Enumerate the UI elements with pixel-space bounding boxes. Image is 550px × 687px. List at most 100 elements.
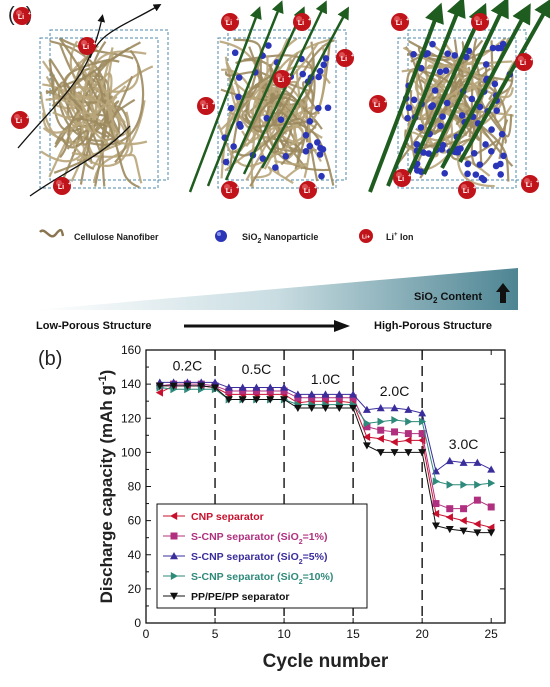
x-tick-label: 5 <box>212 627 219 641</box>
data-point <box>169 382 178 390</box>
data-point <box>460 505 468 513</box>
data-point <box>445 525 454 534</box>
data-point <box>238 383 247 391</box>
data-point <box>459 527 468 535</box>
data-point <box>432 500 440 508</box>
high-porous-label: High-Porous Structure <box>374 320 492 332</box>
li-ion-marker: Li + <box>299 181 317 199</box>
svg-text:+: + <box>26 115 29 121</box>
x-tick-label: 10 <box>277 627 291 641</box>
y-tick-label: 20 <box>128 582 142 596</box>
data-point <box>266 396 275 404</box>
svg-text:+: + <box>530 57 533 63</box>
cube-low <box>17 4 169 197</box>
x-tick-label: 25 <box>485 627 499 641</box>
svg-text:Li: Li <box>520 60 526 67</box>
data-point <box>404 405 413 413</box>
svg-text:Li: Li <box>58 184 64 191</box>
data-point <box>307 404 316 413</box>
data-point <box>418 449 427 457</box>
data-point <box>362 405 371 413</box>
svg-text:+: + <box>308 17 311 23</box>
data-point <box>266 383 275 391</box>
data-point <box>280 383 289 391</box>
svg-text:Li: Li <box>226 188 232 195</box>
x-tick-label: 0 <box>143 627 150 641</box>
data-point <box>238 396 247 404</box>
data-point <box>211 378 220 386</box>
li-ion-marker: Li + <box>391 13 409 31</box>
data-point <box>321 390 330 398</box>
y-tick-label: 120 <box>121 411 141 425</box>
li-ion-marker: Li + <box>11 111 29 129</box>
data-point <box>404 430 412 438</box>
svg-text:Li: Li <box>202 104 208 111</box>
svg-text:+: + <box>68 181 71 187</box>
low-porous-label: Low-Porous Structure <box>36 320 152 332</box>
data-point <box>293 404 302 413</box>
y-tick-label: 100 <box>121 445 141 459</box>
data-point <box>376 434 384 443</box>
data-point <box>377 417 385 426</box>
svg-text:Li+: Li+ <box>362 235 370 241</box>
data-point <box>280 396 289 404</box>
svg-text:+: + <box>536 179 539 185</box>
li-ion-marker: Li + <box>78 37 96 55</box>
y-tick-label: 80 <box>128 480 142 494</box>
y-tick-label: 140 <box>121 377 141 391</box>
data-point <box>224 396 233 404</box>
fiber-legend-label: Cellulose Nanofiber <box>74 232 159 242</box>
data-point <box>473 496 481 504</box>
y-tick-label: 160 <box>121 343 141 357</box>
porous-structure-illustration: Li +Li +Li +Li +Li + Li +Li +Li +Li +Li + Li +Li + Li +L… <box>11 0 550 199</box>
li-ion-marker: Li + <box>336 49 354 67</box>
svg-text:+: + <box>236 185 239 191</box>
li-ion-marker: Li + <box>221 181 239 199</box>
chart-legend: CNP separator S-CNP separator (SiO2=1%) S-… <box>156 503 368 609</box>
data-point <box>446 480 454 489</box>
data-point <box>349 394 357 402</box>
data-point <box>280 387 288 395</box>
sio2-content-label: SiO2 Content <box>414 291 483 306</box>
li-ion-legend-label: Li+ Ion <box>386 232 414 242</box>
data-point <box>307 390 316 398</box>
li-ion-marker: Li + <box>273 70 291 88</box>
data-point <box>431 522 440 530</box>
svg-text:Li: Li <box>278 77 284 84</box>
li-ion-marker: Li + <box>521 175 539 193</box>
li-ion-legend-icon: Li+ <box>359 229 373 243</box>
legend-label: CNP separator <box>191 511 264 523</box>
data-point <box>377 426 385 434</box>
svg-text:+: + <box>93 41 96 47</box>
data-point <box>473 458 482 466</box>
data-point <box>404 449 413 457</box>
svg-text:Li: Li <box>396 20 402 27</box>
series-2 <box>156 380 495 513</box>
cube-mid <box>188 0 349 193</box>
y-tick-label: 40 <box>128 548 142 562</box>
series-3 <box>155 378 496 475</box>
nanoparticle-legend-label: SiO2 Nanoparticle <box>242 232 319 245</box>
svg-text:Li: Li <box>226 20 232 27</box>
porosity-arrow <box>184 320 350 332</box>
data-point <box>294 394 302 402</box>
li-ion-marker: Li + <box>221 13 239 31</box>
y-tick-label: 0 <box>134 616 141 630</box>
fiber-legend-icon <box>39 228 64 238</box>
legend-label: S-CNP separator (SiO2=10%) <box>191 571 333 586</box>
rate-label: 1.0C <box>311 371 341 387</box>
svg-text:+: + <box>236 17 239 23</box>
data-point <box>390 449 399 457</box>
svg-text:+: + <box>351 53 354 59</box>
data-point <box>349 390 358 398</box>
data-point <box>322 394 329 402</box>
rate-label: 0.2C <box>173 357 203 373</box>
li-ion-marker: Li + <box>293 13 311 31</box>
svg-text:+: + <box>406 17 409 23</box>
x-axis-label: Cycle number <box>263 651 389 672</box>
data-point <box>474 480 482 489</box>
li-ion-marker: Li + <box>515 53 533 71</box>
data-point <box>405 417 413 426</box>
svg-text:+: + <box>486 17 489 23</box>
li-ion-marker: Li + <box>197 97 215 115</box>
